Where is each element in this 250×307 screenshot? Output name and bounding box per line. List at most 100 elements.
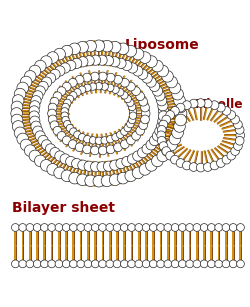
Circle shape (182, 101, 191, 110)
Circle shape (186, 260, 194, 268)
Circle shape (19, 260, 26, 268)
Circle shape (155, 91, 165, 101)
Circle shape (166, 76, 177, 88)
Circle shape (95, 137, 102, 145)
Circle shape (77, 223, 84, 231)
Circle shape (135, 223, 143, 231)
Circle shape (175, 114, 186, 126)
Circle shape (216, 159, 225, 167)
Circle shape (129, 107, 137, 115)
Circle shape (117, 172, 129, 184)
Circle shape (30, 101, 40, 111)
Circle shape (121, 128, 128, 135)
Circle shape (11, 101, 23, 113)
Circle shape (53, 92, 62, 101)
Circle shape (174, 121, 185, 132)
Circle shape (158, 116, 168, 126)
Circle shape (77, 41, 88, 53)
Circle shape (24, 145, 36, 157)
Circle shape (146, 77, 156, 87)
Circle shape (29, 106, 39, 116)
Circle shape (116, 131, 124, 138)
Circle shape (146, 140, 156, 150)
Circle shape (104, 161, 114, 171)
Circle shape (189, 99, 198, 108)
Circle shape (84, 223, 92, 231)
Circle shape (29, 150, 41, 162)
Circle shape (69, 43, 80, 55)
Circle shape (33, 260, 41, 268)
Circle shape (174, 95, 185, 106)
Circle shape (112, 134, 119, 141)
Circle shape (210, 101, 219, 110)
Circle shape (229, 260, 237, 268)
Circle shape (38, 135, 48, 146)
Circle shape (17, 133, 28, 145)
Circle shape (55, 223, 63, 231)
Circle shape (106, 223, 114, 231)
Circle shape (222, 155, 231, 164)
Circle shape (126, 99, 134, 107)
Circle shape (106, 84, 114, 91)
Circle shape (101, 137, 108, 144)
Circle shape (61, 107, 68, 115)
Circle shape (89, 83, 97, 90)
Circle shape (68, 140, 77, 149)
Circle shape (38, 81, 48, 91)
Circle shape (109, 41, 121, 53)
Circle shape (48, 109, 56, 118)
Circle shape (98, 72, 107, 81)
Circle shape (57, 131, 66, 140)
Circle shape (204, 99, 212, 108)
Circle shape (84, 56, 94, 66)
Circle shape (101, 40, 113, 52)
Circle shape (50, 69, 60, 80)
Circle shape (133, 66, 143, 76)
Circle shape (124, 95, 132, 103)
Circle shape (116, 58, 126, 68)
Circle shape (159, 120, 168, 129)
Circle shape (193, 223, 201, 231)
Circle shape (53, 126, 62, 135)
Circle shape (33, 91, 43, 101)
Circle shape (122, 156, 132, 167)
Circle shape (78, 160, 88, 170)
Circle shape (66, 156, 76, 167)
Circle shape (136, 126, 144, 135)
Circle shape (68, 78, 77, 87)
Circle shape (72, 158, 82, 169)
Circle shape (66, 95, 74, 103)
Circle shape (61, 112, 68, 119)
Circle shape (78, 86, 86, 93)
Circle shape (61, 170, 73, 182)
Circle shape (231, 115, 239, 124)
Circle shape (155, 126, 165, 136)
Circle shape (157, 65, 168, 77)
Circle shape (236, 131, 244, 140)
Circle shape (34, 60, 46, 72)
Circle shape (141, 103, 150, 112)
Circle shape (113, 223, 121, 231)
Circle shape (128, 116, 136, 124)
Circle shape (20, 139, 32, 151)
Circle shape (14, 127, 26, 139)
Circle shape (236, 223, 244, 231)
Circle shape (222, 223, 230, 231)
Circle shape (158, 101, 168, 111)
Circle shape (132, 87, 140, 95)
Circle shape (72, 58, 82, 68)
Circle shape (152, 155, 163, 167)
Circle shape (166, 111, 174, 119)
Circle shape (169, 82, 181, 94)
Circle shape (75, 75, 84, 84)
Circle shape (128, 260, 136, 268)
Circle shape (92, 223, 99, 231)
Circle shape (156, 121, 167, 131)
Circle shape (112, 86, 119, 93)
Circle shape (83, 73, 92, 82)
Circle shape (54, 167, 66, 179)
Circle shape (196, 163, 205, 172)
Circle shape (156, 95, 167, 106)
Circle shape (62, 103, 69, 111)
Circle shape (84, 161, 94, 171)
